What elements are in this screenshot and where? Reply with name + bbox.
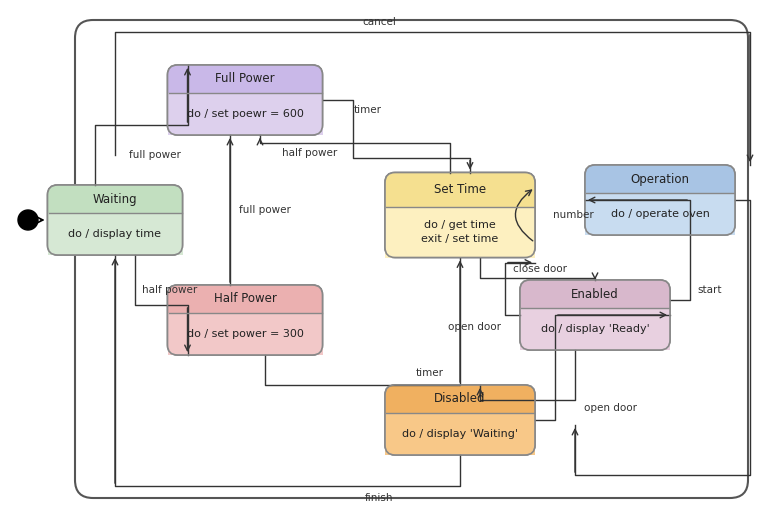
Bar [385,206,535,257]
Text: finish: finish [365,493,393,503]
FancyBboxPatch shape [385,385,535,455]
Text: Waiting: Waiting [92,193,137,205]
FancyBboxPatch shape [168,285,322,355]
Text: Half Power: Half Power [214,292,277,306]
Bar [520,308,670,350]
FancyBboxPatch shape [385,173,535,257]
Bar [585,193,735,235]
Text: open door: open door [449,322,502,332]
Text: do / set poewr = 600: do / set poewr = 600 [186,109,303,119]
Text: number: number [553,210,594,220]
Text: do / get time
exit / set time: do / get time exit / set time [421,220,499,244]
FancyBboxPatch shape [585,165,735,235]
FancyBboxPatch shape [520,280,670,350]
Text: start: start [698,285,722,295]
Text: timer: timer [416,368,444,378]
Text: do / display 'Waiting': do / display 'Waiting' [402,429,518,439]
FancyBboxPatch shape [585,165,735,235]
Text: Disabled: Disabled [434,393,486,405]
Bar [168,313,322,355]
Text: timer: timer [353,105,381,115]
Text: Enabled: Enabled [571,288,619,300]
FancyBboxPatch shape [168,65,322,135]
FancyBboxPatch shape [168,65,322,135]
Text: do / set power = 300: do / set power = 300 [186,329,303,339]
Text: half power: half power [283,148,337,158]
Text: close door: close door [513,265,567,275]
FancyBboxPatch shape [385,385,535,455]
Text: cancel: cancel [362,17,396,27]
FancyBboxPatch shape [168,285,322,355]
FancyBboxPatch shape [520,280,670,350]
FancyBboxPatch shape [48,185,183,255]
Text: do / operate oven: do / operate oven [610,209,709,219]
Bar [48,213,183,255]
Text: full power: full power [239,205,291,215]
Text: Full Power: Full Power [215,72,275,86]
Text: full power: full power [129,150,181,160]
FancyBboxPatch shape [48,185,183,255]
Bar [385,413,535,455]
Text: Operation: Operation [631,173,690,185]
Text: open door: open door [584,403,637,413]
Bar [168,93,322,135]
Text: do / display 'Ready': do / display 'Ready' [540,324,650,334]
Text: do / display time: do / display time [68,229,161,239]
Circle shape [18,210,38,230]
FancyBboxPatch shape [385,173,535,257]
Text: half power: half power [143,285,198,295]
Text: Set Time: Set Time [434,183,486,196]
